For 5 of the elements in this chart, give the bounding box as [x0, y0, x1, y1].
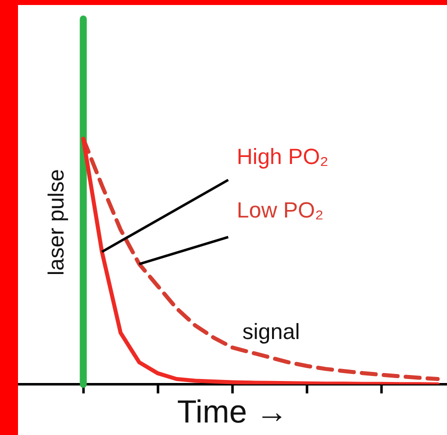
text: High PO₂ — [236, 144, 328, 169]
text: Low PO₂ — [236, 197, 324, 222]
x-axis-title: Time → — [177, 394, 288, 430]
text: laser pulse — [43, 169, 68, 276]
annotation: signal — [242, 318, 300, 344]
